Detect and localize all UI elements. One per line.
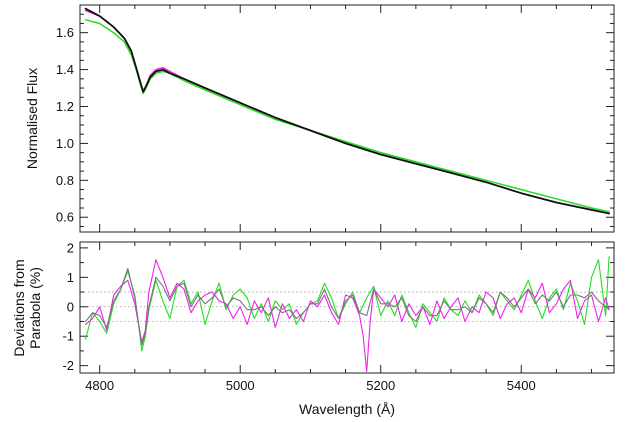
bottom-series-line-3 xyxy=(85,267,610,346)
top-series-line-1 xyxy=(84,19,610,213)
x-axis-label: Wavelength (Å) xyxy=(299,401,395,417)
bottom-series-lines xyxy=(85,256,610,373)
bottom-panel-frame xyxy=(79,241,615,374)
top-panel-frame xyxy=(79,4,615,233)
bottom-y-tick-label: -1 xyxy=(62,329,74,344)
top-series-lines xyxy=(84,7,610,215)
bottom-y-tick-labels: -2 -1 0 1 2 xyxy=(62,240,74,373)
top-y-tick-label: 0.8 xyxy=(56,173,74,188)
bottom-axis-ticks xyxy=(80,242,614,373)
top-series-line-3 xyxy=(84,7,610,215)
bottom-y-tick-label: 0 xyxy=(67,299,74,314)
top-y-tick-label: 0.6 xyxy=(56,210,74,225)
bottom-x-tick-label: 5200 xyxy=(366,378,395,393)
bottom-reference-lines xyxy=(80,291,614,322)
top-y-tick-labels: 0.6 0.8 1.0 1.2 1.4 1.6 xyxy=(56,25,74,225)
bottom-y-axis-label-line-1: Deviations from xyxy=(11,259,27,356)
bottom-x-tick-label: 5000 xyxy=(226,378,255,393)
bottom-deviation-panel: -2 -1 0 1 2 4800 5000 5200 5400 xyxy=(62,240,615,393)
bottom-y-tick-label: 1 xyxy=(67,270,74,285)
bottom-y-axis-label-line-2: Parabola (%) xyxy=(27,267,43,349)
bottom-y-tick-label: 2 xyxy=(67,240,74,255)
top-y-tick-label: 1.6 xyxy=(56,25,74,40)
bottom-series-line-1 xyxy=(85,256,610,352)
bottom-series-line-2 xyxy=(85,259,610,373)
top-flux-panel: 0.6 0.8 1.0 1.2 1.4 1.6 xyxy=(56,4,615,233)
top-y-tick-label: 1.2 xyxy=(56,99,74,114)
top-series-line-2 xyxy=(84,9,610,215)
top-y-tick-label: 1.4 xyxy=(56,62,74,77)
top-y-tick-label: 1.0 xyxy=(56,136,74,151)
bottom-x-tick-labels: 4800 5000 5200 5400 xyxy=(85,378,536,393)
bottom-x-tick-label: 5400 xyxy=(507,378,536,393)
bottom-x-tick-label: 4800 xyxy=(85,378,114,393)
top-y-axis-label: Normalised Flux xyxy=(24,68,40,169)
top-axis-ticks xyxy=(80,4,614,232)
bottom-y-tick-label: -2 xyxy=(62,358,74,373)
